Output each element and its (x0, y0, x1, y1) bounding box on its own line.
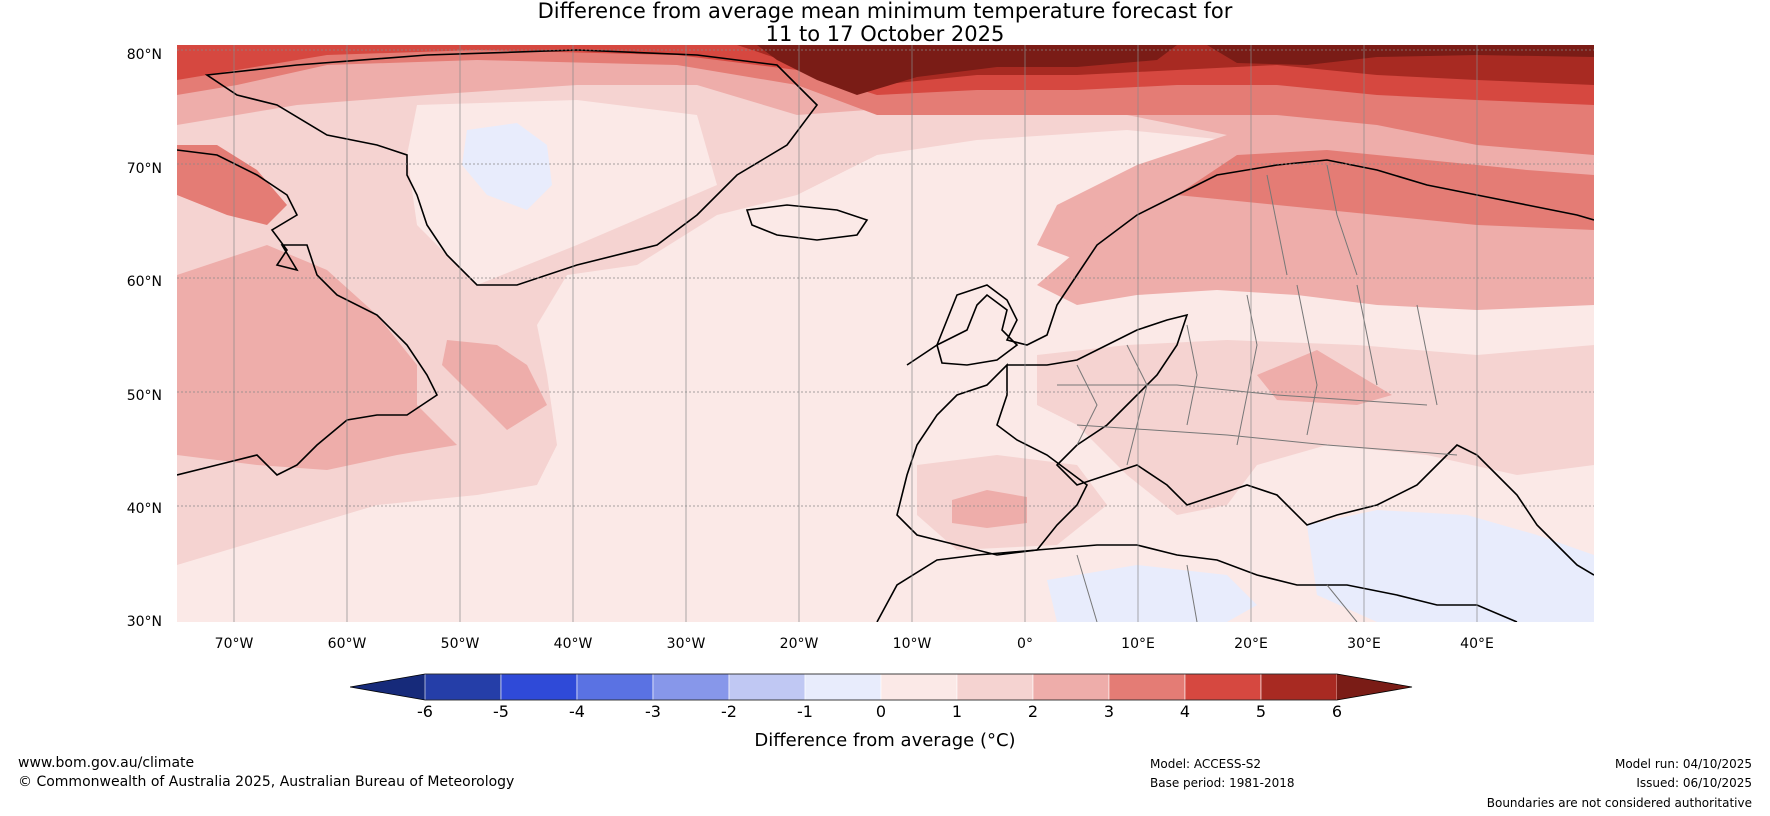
colorbar-segment (880, 673, 958, 701)
colorbar-segment (1184, 673, 1262, 701)
longitude-label-60w: 60°W (327, 636, 367, 652)
latitude-label-80n: 80°N (126, 47, 162, 63)
greenland-coastline (204, 49, 819, 286)
iceland-coastline (745, 204, 869, 241)
colorbar-tick-label: 1 (951, 702, 963, 721)
copyright-text: © Commonwealth of Australia 2025, Austra… (18, 774, 515, 790)
colorbar-tick-label: -4 (569, 702, 585, 721)
africa-coastline (876, 544, 1518, 622)
longitude-label-10e: 10°E (1121, 636, 1155, 652)
colorbar-segment (1108, 673, 1186, 701)
longitude-label-0: 0° (1017, 636, 1033, 652)
longitude-label-40e: 40°E (1460, 636, 1494, 652)
colorbar-label: Difference from average (°C) (754, 730, 1016, 751)
boundaries-disclaimer: Boundaries are not considered authoritat… (1486, 796, 1752, 810)
longitude-label-20e: 20°E (1234, 636, 1268, 652)
anomaly-band-1-2-east (1037, 340, 1594, 515)
colorbar-tick-label: 5 (1255, 702, 1267, 721)
longitude-label-30e: 30°E (1347, 636, 1381, 652)
colorbar-segment (424, 673, 502, 701)
map-title-line-2: 11 to 17 October 2025 (765, 22, 1005, 46)
colorbar-segment (576, 673, 654, 701)
anomaly-band-neg1-0-mideast (1307, 510, 1594, 622)
map-title-line-1: Difference from average mean minimum tem… (537, 0, 1233, 23)
latitude-label-60n: 60°N (126, 274, 162, 290)
model-name: Model: ACCESS-S2 (1150, 757, 1262, 771)
colorbar-outline (350, 673, 1413, 701)
colorbar-segment (1032, 673, 1110, 701)
colorbar-segment (1260, 673, 1338, 701)
anomaly-band-3-4-canada (177, 145, 287, 225)
europe-coastline (906, 159, 1594, 366)
colorbar-tick-label: 0 (875, 702, 887, 721)
longitude-label-40w: 40°W (553, 636, 593, 652)
colorbar-tick-label: 2 (1027, 702, 1039, 721)
colorbar-tick-label: -5 (493, 702, 509, 721)
colorbar-segment (500, 673, 578, 701)
anomaly-band-gt6 (757, 45, 1177, 95)
latitude-label-40n: 40°N (126, 501, 162, 517)
colorbar-segment (728, 673, 806, 701)
longitude-label-30w: 30°W (666, 636, 706, 652)
continental-coastline (1007, 313, 1594, 576)
colorbar-tick-label: -2 (721, 702, 737, 721)
longitude-label-20w: 20°W (779, 636, 819, 652)
anomaly-band-3-4-scandinavia (1177, 150, 1594, 230)
colorbar-tick-label: -3 (645, 702, 661, 721)
model-run-date: Model run: 04/10/2025 (1614, 757, 1752, 771)
base-period: Base period: 1981-2018 (1150, 776, 1295, 790)
colorbar-tick-label: -1 (797, 702, 813, 721)
britain-coastline (936, 293, 1019, 366)
colorbar (350, 673, 1413, 701)
longitude-label-50w: 50°W (440, 636, 480, 652)
north-america-coastline (177, 149, 439, 476)
temperature-anomaly-map (177, 45, 1594, 622)
anomaly-band-2-3-iberia (952, 490, 1027, 528)
colorbar-tick-label: -6 (417, 702, 433, 721)
colorbar-segment (956, 673, 1034, 701)
latitude-label-30n: 30°N (126, 614, 162, 630)
colorbar-extend-max (1337, 674, 1412, 700)
anomaly-band-neg1-0-africa (1047, 565, 1257, 622)
iberia-coastline (896, 363, 1089, 556)
colorbar-segment (804, 673, 882, 701)
colorbar-tick-label: 6 (1331, 702, 1343, 721)
colorbar-tick-label: 4 (1179, 702, 1191, 721)
anomaly-band-2-3-labrador (177, 245, 457, 470)
issued-date: Issued: 06/10/2025 (1636, 776, 1752, 790)
anomaly-band-neg1-0-greenland (462, 123, 552, 210)
longitude-label-70w: 70°W (214, 636, 254, 652)
colorbar-extend-min (350, 674, 425, 700)
anomaly-band-2-3-midatlantic (442, 340, 547, 430)
anomaly-band-2-3-blacksea (1257, 350, 1392, 405)
colorbar-segment (652, 673, 730, 701)
latitude-label-50n: 50°N (126, 388, 162, 404)
colorbar-tick-label: 3 (1103, 702, 1115, 721)
longitude-label-10w: 10°W (892, 636, 932, 652)
website-link[interactable]: www.bom.gov.au/climate (18, 755, 195, 771)
latitude-label-70n: 70°N (126, 161, 162, 177)
